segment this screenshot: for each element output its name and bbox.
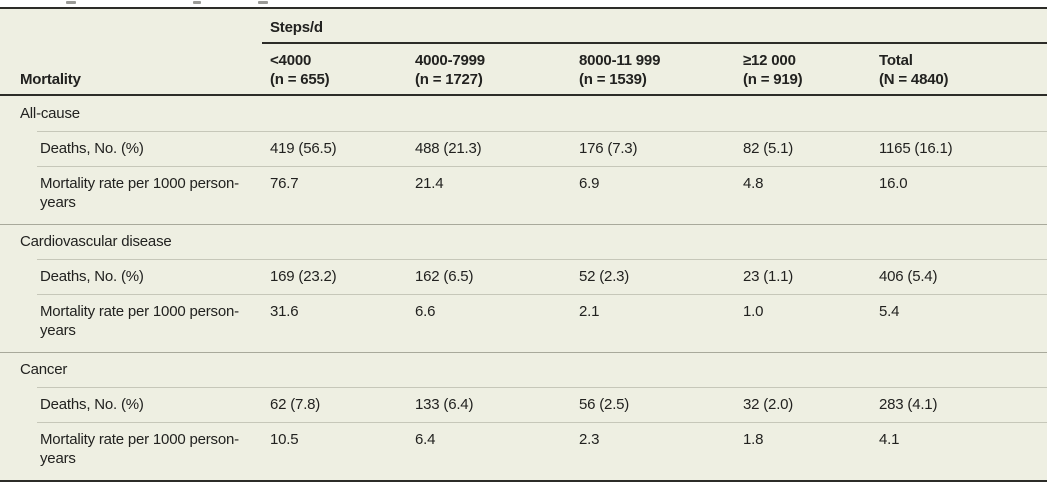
- section-label: All-cause: [20, 105, 80, 122]
- row-label: Mortality rate per 1000 person-years: [40, 175, 239, 211]
- table-cell: 419 (56.5): [270, 140, 337, 157]
- column-header-row: Mortality <4000 (n = 655) 4000-7999 (n =…: [0, 44, 1047, 94]
- row-label: Mortality rate per 1000 person-years: [40, 431, 239, 467]
- table-cell: 1.8: [743, 431, 764, 448]
- column-n: (n = 655): [270, 71, 330, 88]
- table-cell: 162 (6.5): [415, 268, 474, 285]
- column-group-header: Steps/d: [262, 9, 1047, 44]
- cropped-text-artifact: [193, 1, 201, 4]
- column-header: ≥12 000 (n = 919): [735, 44, 871, 94]
- table-cell: 283 (4.1): [879, 396, 938, 413]
- table-cell: 4.8: [743, 175, 764, 192]
- table-cell: 5.4: [879, 303, 900, 320]
- column-n: (N = 4840): [879, 71, 949, 88]
- column-label: 8000-11 999: [579, 52, 661, 69]
- column-label: 4000-7999: [415, 52, 485, 69]
- row-label: Deaths, No. (%): [40, 396, 144, 413]
- cropped-text-artifact: [66, 1, 76, 4]
- column-label: Total: [879, 52, 913, 69]
- mortality-table: Steps/d Mortality <4000 (n = 655) 4000-7…: [0, 7, 1047, 482]
- table-cell: 21.4: [415, 175, 444, 192]
- spanner-row: Steps/d: [0, 9, 1047, 44]
- table-cell: 52 (2.3): [579, 268, 630, 285]
- table-cell: 406 (5.4): [879, 268, 938, 285]
- table-cell: 32 (2.0): [743, 396, 794, 413]
- section-label: Cancer: [20, 361, 68, 378]
- section-label: Cardiovascular disease: [20, 233, 172, 250]
- table-cell: 76.7: [270, 175, 299, 192]
- table-cell: 2.3: [579, 431, 600, 448]
- table-cell: 62 (7.8): [270, 396, 321, 413]
- row-label: Mortality rate per 1000 person-years: [40, 303, 239, 339]
- column-header: Total (N = 4840): [871, 44, 1047, 94]
- section-row-all-cause: All-cause: [0, 96, 1047, 131]
- column-n: (n = 919): [743, 71, 803, 88]
- table-cell: 1165 (16.1): [879, 140, 953, 157]
- table-header: Steps/d Mortality <4000 (n = 655) 4000-7…: [0, 9, 1047, 96]
- table-row: Mortality rate per 1000 person-years 10.…: [0, 422, 1047, 480]
- column-label: ≥12 000: [743, 52, 796, 69]
- table-cell: 4.1: [879, 431, 900, 448]
- table-cell: 169 (23.2): [270, 268, 337, 285]
- table-cell: 2.1: [579, 303, 600, 320]
- table-cell: 31.6: [270, 303, 299, 320]
- table-cell: 6.6: [415, 303, 436, 320]
- column-label: <4000: [270, 52, 312, 69]
- table-row: Mortality rate per 1000 person-years 31.…: [0, 294, 1047, 352]
- table-cell: 1.0: [743, 303, 764, 320]
- table-cell: 16.0: [879, 175, 908, 192]
- table-row: Mortality rate per 1000 person-years 76.…: [0, 166, 1047, 224]
- table-cell: 133 (6.4): [415, 396, 474, 413]
- table-row: Deaths, No. (%) 419 (56.5) 488 (21.3) 17…: [0, 131, 1047, 166]
- row-label: Deaths, No. (%): [40, 140, 144, 157]
- table-cell: 488 (21.3): [415, 140, 482, 157]
- section-row-cancer: Cancer: [0, 352, 1047, 387]
- table-cell: 10.5: [270, 431, 299, 448]
- table-row: Deaths, No. (%) 62 (7.8) 133 (6.4) 56 (2…: [0, 387, 1047, 422]
- table-row: Deaths, No. (%) 169 (23.2) 162 (6.5) 52 …: [0, 259, 1047, 294]
- table-cell: 176 (7.3): [579, 140, 638, 157]
- column-n: (n = 1727): [415, 71, 483, 88]
- spanner-spacer: [0, 9, 262, 44]
- table-cell: 82 (5.1): [743, 140, 794, 157]
- table-cell: 56 (2.5): [579, 396, 630, 413]
- column-n: (n = 1539): [579, 71, 647, 88]
- cropped-caption-strip: [0, 0, 1047, 7]
- section-row-cardiovascular: Cardiovascular disease: [0, 224, 1047, 259]
- column-header: 4000-7999 (n = 1727): [407, 44, 571, 94]
- table-cell: 6.4: [415, 431, 436, 448]
- table-cell: 23 (1.1): [743, 268, 794, 285]
- stub-header: Mortality: [20, 71, 81, 88]
- cropped-text-artifact: [258, 1, 268, 4]
- table-cell: 6.9: [579, 175, 600, 192]
- column-header: 8000-11 999 (n = 1539): [571, 44, 735, 94]
- column-header: <4000 (n = 655): [262, 44, 407, 94]
- row-label: Deaths, No. (%): [40, 268, 144, 285]
